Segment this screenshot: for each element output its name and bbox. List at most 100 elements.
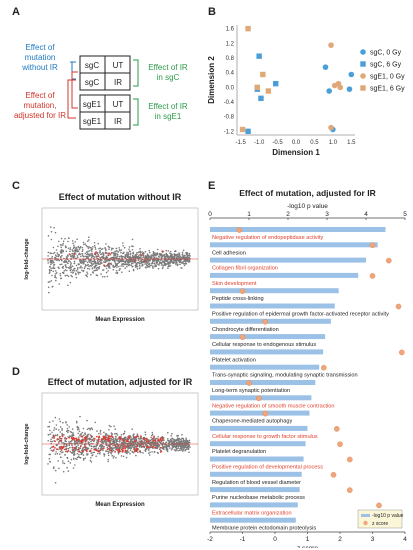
ma-point-significant <box>56 438 59 441</box>
ma-point <box>183 444 186 447</box>
ma-point <box>130 261 132 263</box>
ma-point-significant <box>84 440 87 443</box>
ma-point <box>154 265 156 268</box>
ma-point <box>129 255 131 258</box>
ma-point <box>96 259 99 262</box>
ma-point <box>175 446 178 448</box>
ma-point-significant <box>73 253 76 255</box>
ma-point <box>167 442 170 444</box>
ma-point-significant <box>152 445 155 448</box>
ma-point <box>165 442 167 444</box>
ma-point <box>116 253 119 255</box>
ma-point <box>72 271 75 274</box>
ma-point <box>186 260 189 262</box>
ma-point <box>118 265 120 268</box>
ma-point <box>80 255 82 258</box>
ma-point <box>149 451 151 453</box>
ma-point <box>181 251 184 254</box>
ma-point <box>184 450 186 452</box>
ma-point <box>105 264 108 267</box>
ma-point <box>182 437 184 440</box>
ma-point <box>131 238 134 241</box>
ma-point <box>131 428 133 430</box>
ma-point <box>123 430 126 433</box>
ma-point <box>59 450 62 453</box>
ma-point <box>74 453 76 456</box>
ma-point <box>130 437 132 439</box>
ma-point <box>114 428 117 430</box>
ma-point <box>178 440 181 443</box>
e-zscore-dot <box>333 426 340 432</box>
ma-point <box>54 482 57 484</box>
ma-point <box>116 255 119 258</box>
ma-point-significant <box>110 435 113 438</box>
ma-point <box>51 436 54 439</box>
e-zscore-dot <box>385 257 392 264</box>
b-y-tick-label: -0.4 <box>224 100 235 106</box>
ma-point <box>121 439 123 442</box>
ma-point <box>79 266 81 269</box>
ma-point-significant <box>100 439 103 441</box>
ma-point <box>84 457 87 459</box>
ma-point <box>125 456 128 459</box>
ma-point <box>169 265 172 267</box>
ma-point <box>162 260 164 262</box>
ma-point <box>99 250 101 252</box>
ma-point <box>69 450 72 453</box>
ma-point <box>59 263 61 266</box>
ma-point <box>173 440 175 442</box>
ma-point <box>64 453 66 456</box>
ma-point <box>77 256 79 259</box>
ma-point <box>67 260 70 262</box>
ma-point <box>74 270 76 272</box>
ma-point-significant <box>65 437 68 440</box>
ma-point <box>96 274 99 277</box>
ma-point <box>78 447 80 449</box>
ma-point <box>65 450 67 453</box>
b-point <box>348 71 355 78</box>
e-bar <box>210 227 386 232</box>
panel-letter-e: E <box>208 180 216 192</box>
e-bar <box>210 242 378 248</box>
e-bar <box>210 364 320 370</box>
ma-point <box>178 254 181 257</box>
ma-point <box>83 444 86 446</box>
ma-point <box>167 439 169 442</box>
e-legend-bar-label: -log10 p value <box>372 513 404 519</box>
ma-point-significant <box>85 450 88 453</box>
ma-point <box>52 467 55 470</box>
ma-point <box>69 462 72 464</box>
ma-point <box>79 253 81 256</box>
ma-point-significant <box>135 449 138 451</box>
ma-point <box>90 440 92 443</box>
ma-point <box>113 260 116 263</box>
ma-point <box>100 248 103 251</box>
ma-point <box>56 255 58 257</box>
ma-point <box>174 259 176 261</box>
ma-point <box>91 253 93 255</box>
ma-point <box>75 276 78 279</box>
e-bottom-tick-label: 1 <box>306 536 310 543</box>
ma-point <box>114 437 117 440</box>
ma-point <box>132 251 134 254</box>
ma-point <box>92 260 94 263</box>
b-point <box>337 84 344 91</box>
ma-point <box>130 259 133 261</box>
ma-point <box>120 455 123 457</box>
ma-point <box>112 457 115 459</box>
e-zscore-dot <box>256 395 262 402</box>
ma-point <box>156 252 159 254</box>
ma-point <box>71 452 74 454</box>
ma-point <box>150 439 153 441</box>
ma-point <box>72 467 75 469</box>
ma-point <box>58 267 60 270</box>
ma-point <box>130 446 132 449</box>
ma-point <box>155 255 157 257</box>
ma-point <box>83 260 86 263</box>
ma-point <box>50 438 52 441</box>
ma-point <box>141 260 143 263</box>
ma-point <box>122 252 125 254</box>
ma-point-significant <box>107 263 109 265</box>
b-point <box>256 53 262 59</box>
row-treat-3: UT <box>113 100 124 109</box>
